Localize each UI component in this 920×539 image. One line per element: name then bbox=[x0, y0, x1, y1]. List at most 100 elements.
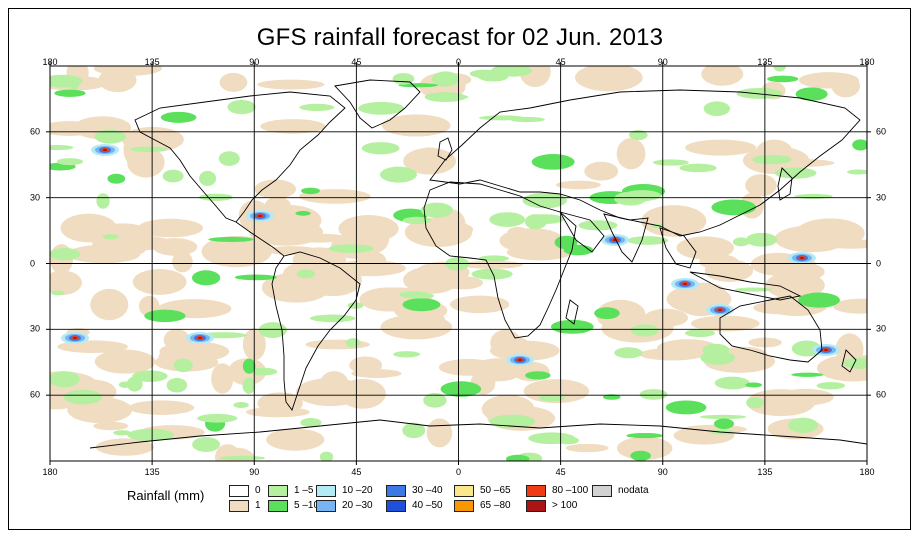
rain-patch bbox=[489, 414, 536, 429]
rain-patch bbox=[93, 66, 162, 76]
japan-coast bbox=[777, 167, 793, 201]
rain-patch bbox=[345, 338, 361, 348]
rain-patch bbox=[626, 432, 664, 439]
rain-patch bbox=[798, 292, 840, 308]
lon-tick-label: 135 bbox=[144, 467, 160, 477]
rain-patch bbox=[816, 381, 846, 390]
rain-patch bbox=[163, 329, 190, 351]
rain-patch bbox=[301, 187, 320, 195]
map-title: GFS rainfall forecast for 02 Jun. 2013 bbox=[256, 24, 664, 51]
legend-swatch bbox=[592, 485, 612, 497]
rain-patch bbox=[266, 428, 325, 451]
rain-patch bbox=[127, 428, 174, 442]
rain-patch bbox=[594, 307, 620, 320]
legend-label: 40 –50 bbox=[412, 500, 443, 511]
rain-patch bbox=[414, 309, 447, 338]
legend-label: nodata bbox=[618, 485, 649, 496]
rain-patch bbox=[843, 357, 867, 369]
tick-marks bbox=[46, 62, 871, 465]
rain-patch bbox=[305, 339, 370, 350]
rain-patch bbox=[679, 163, 717, 173]
legend-label: 0 bbox=[255, 485, 261, 496]
rain-patch bbox=[67, 78, 80, 90]
rain-patch bbox=[128, 400, 195, 415]
rain-patch bbox=[50, 144, 74, 151]
rain-patch bbox=[489, 212, 526, 227]
rain-patch bbox=[773, 66, 787, 72]
rain-patch bbox=[630, 450, 651, 461]
rain-patch bbox=[94, 349, 156, 374]
rain-patch bbox=[412, 147, 447, 173]
rain-patch bbox=[522, 192, 567, 209]
north-america-coast bbox=[134, 91, 346, 223]
rain-patch bbox=[349, 356, 383, 375]
rain-patch bbox=[538, 394, 566, 402]
rain-patch bbox=[69, 220, 105, 231]
rain-patch bbox=[121, 126, 184, 153]
rain-patch bbox=[173, 358, 193, 373]
legend-label: 1 bbox=[255, 500, 261, 511]
lon-tick-label: 180 bbox=[42, 57, 58, 67]
legend-swatch bbox=[526, 485, 546, 497]
rain-patch bbox=[402, 298, 441, 312]
rain-patch bbox=[736, 87, 783, 99]
rain-patch bbox=[102, 234, 119, 240]
legend-label: > 100 bbox=[552, 500, 578, 511]
rain-patch bbox=[791, 372, 824, 377]
rain-patch bbox=[402, 216, 431, 225]
rain-patch bbox=[257, 79, 325, 90]
rain-patch bbox=[673, 426, 735, 445]
rain-patch bbox=[556, 436, 579, 445]
rain-patch bbox=[703, 101, 731, 117]
rain-patch bbox=[685, 329, 715, 338]
legend-swatch bbox=[454, 500, 474, 512]
rain-patch bbox=[192, 437, 221, 452]
rain-patch bbox=[107, 173, 126, 184]
rain-patch bbox=[291, 233, 348, 243]
rain-patch bbox=[471, 268, 513, 280]
rain-patch bbox=[745, 232, 778, 247]
rain-patch bbox=[130, 146, 168, 152]
rain-patch bbox=[166, 377, 188, 393]
rain-patch bbox=[245, 406, 310, 418]
rain-patch bbox=[431, 71, 460, 87]
rain-patch bbox=[50, 270, 82, 295]
legend-label: 30 –40 bbox=[412, 485, 443, 496]
rain-patch bbox=[379, 166, 417, 183]
rain-patch bbox=[402, 422, 426, 439]
rain-patch bbox=[745, 174, 777, 197]
lon-tick-label: 90 bbox=[249, 467, 260, 477]
rain-patch bbox=[404, 217, 473, 247]
rain-patch bbox=[242, 358, 256, 374]
rain-patch bbox=[665, 400, 707, 415]
rain-patch bbox=[525, 214, 565, 225]
rain-patch bbox=[233, 402, 249, 409]
legend-label: 1 –5 bbox=[294, 485, 314, 496]
rain-patch bbox=[132, 370, 168, 382]
rain-patch bbox=[774, 167, 817, 179]
rain-patch bbox=[575, 66, 643, 92]
rain-patch bbox=[777, 388, 834, 406]
rain-patch bbox=[831, 75, 860, 98]
rain-patch bbox=[90, 288, 129, 321]
india-coast bbox=[603, 213, 649, 263]
heavy-rain-spot bbox=[518, 359, 522, 361]
legend-swatch bbox=[268, 485, 288, 497]
lat-tick-label: 60 bbox=[30, 389, 41, 400]
south-america-coast bbox=[271, 251, 361, 411]
legend-label: 65 –80 bbox=[480, 500, 511, 511]
rain-patch bbox=[95, 438, 154, 456]
rain-patch bbox=[734, 287, 772, 292]
rain-patch bbox=[420, 202, 453, 218]
heavy-rain-spot bbox=[258, 215, 262, 217]
lon-tick-label: 90 bbox=[657, 57, 668, 67]
antarctica-coast bbox=[89, 419, 867, 449]
heavy-rain-spot bbox=[718, 309, 722, 311]
legend-label: 20 –30 bbox=[342, 500, 373, 511]
legend-swatch bbox=[268, 500, 288, 512]
rain-patch bbox=[630, 324, 659, 337]
rain-patch bbox=[614, 191, 647, 206]
figure-frame bbox=[8, 8, 911, 530]
rain-patch bbox=[531, 154, 575, 170]
